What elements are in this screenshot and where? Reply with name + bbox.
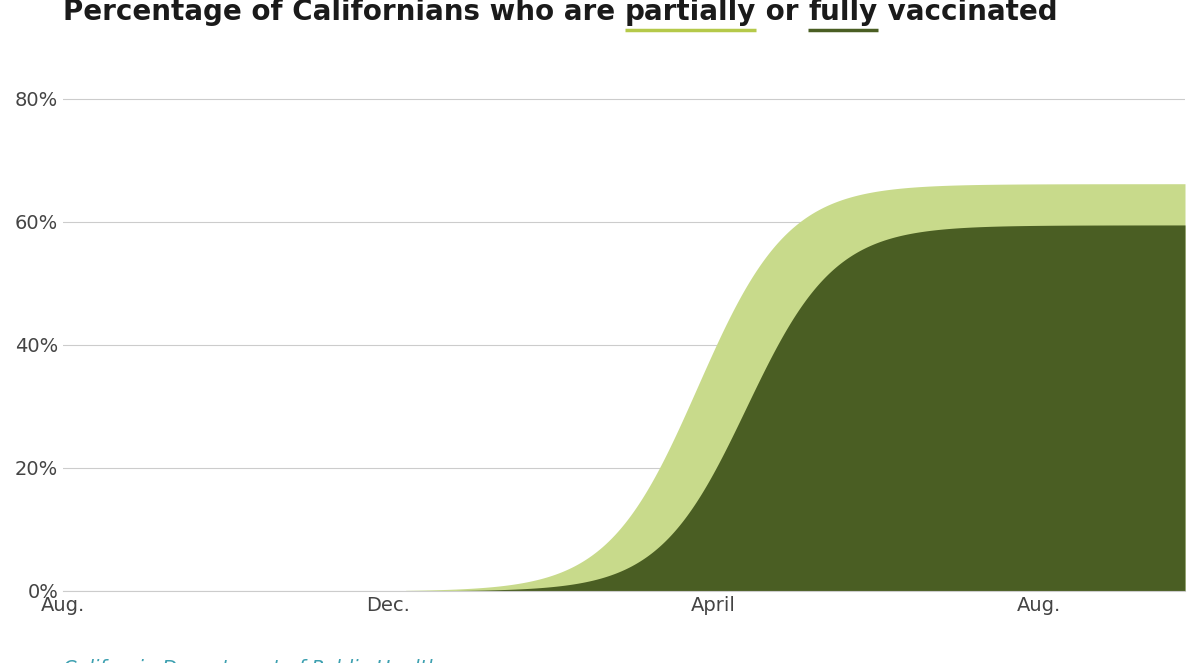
Text: or: or	[756, 0, 809, 27]
Text: Percentage of Californians who are: Percentage of Californians who are	[64, 0, 625, 27]
Text: partially: partially	[625, 0, 756, 27]
Text: vaccinated: vaccinated	[877, 0, 1057, 27]
Text: fully: fully	[809, 0, 877, 27]
Text: California Department of Public Health: California Department of Public Health	[64, 659, 439, 663]
